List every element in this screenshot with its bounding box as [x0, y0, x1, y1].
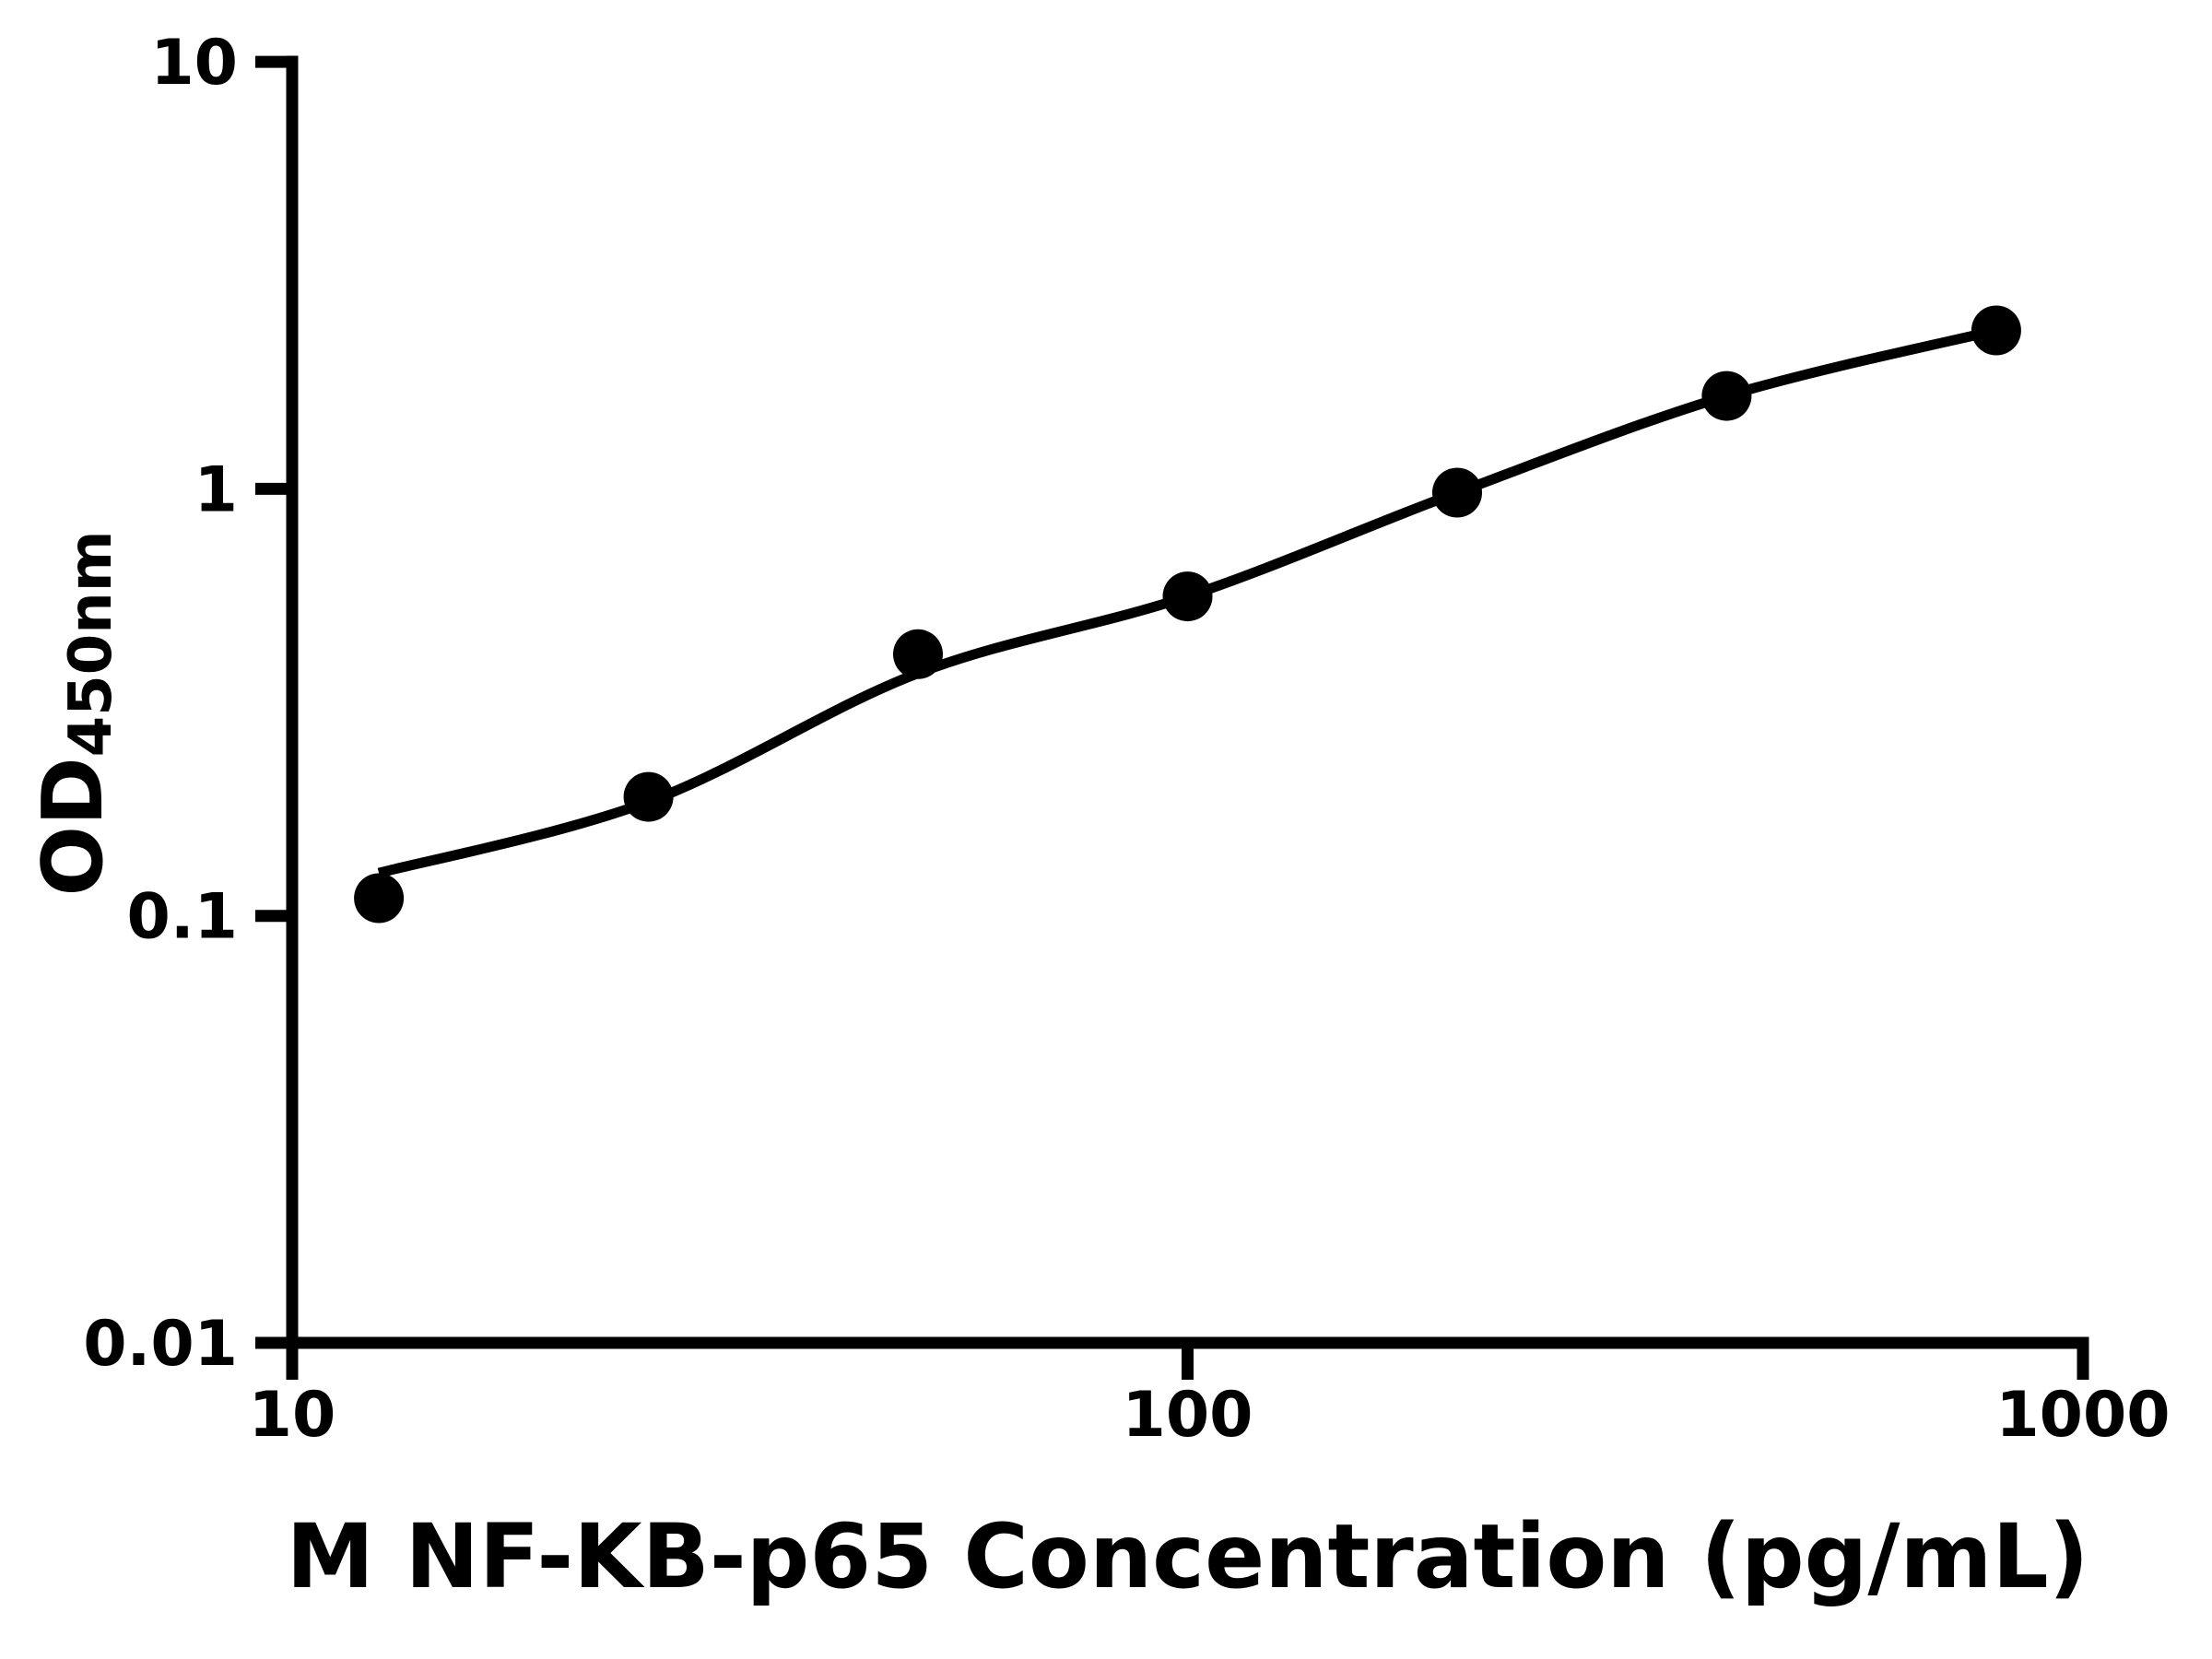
data-point-marker	[354, 873, 405, 924]
y-axis-title: OD450nm	[25, 530, 125, 896]
y-tick-label: 0.01	[83, 1308, 238, 1381]
y-tick-label: 1	[194, 453, 238, 526]
data-point-marker	[1971, 305, 2021, 356]
x-tick-label: 1000	[1995, 1379, 2170, 1452]
data-point-marker	[893, 629, 943, 679]
data-point-marker	[1432, 467, 1482, 518]
data-point-marker	[623, 771, 674, 822]
x-axis-title: M NF-KB-p65 Concentration (pg/mL)	[287, 1505, 2089, 1608]
data-point-marker	[1162, 571, 1213, 622]
y-axis-title-main: OD	[25, 757, 122, 896]
y-tick-label: 10	[150, 27, 238, 100]
y-tick-label: 0.1	[127, 881, 238, 954]
y-axis-title-subscript: 450nm	[57, 530, 125, 757]
x-tick-label: 10	[249, 1379, 336, 1452]
x-tick-label: 100	[1123, 1379, 1253, 1452]
data-point-marker	[1701, 371, 1752, 421]
